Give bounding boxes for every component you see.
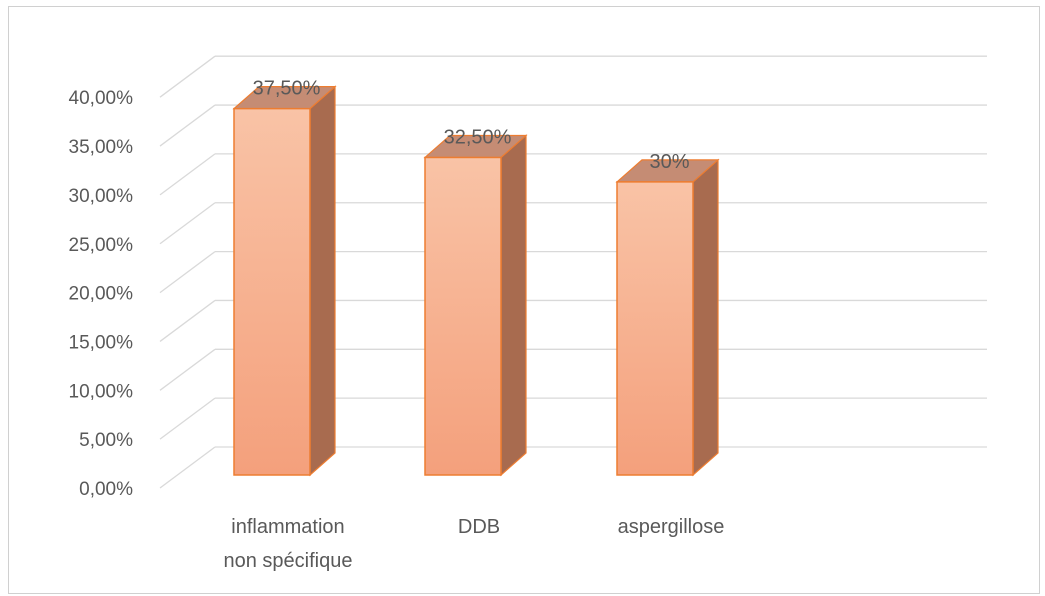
data-labels: 37,50% 32,50% 30% — [253, 78, 690, 173]
bar-side-face — [500, 134, 527, 477]
bar-front-face — [233, 107, 311, 476]
gridlines — [159, 55, 987, 489]
bars — [232, 85, 720, 477]
gridline-side — [159, 299, 216, 342]
gridline-side — [159, 348, 216, 391]
gridline-side — [159, 397, 216, 440]
x-axis-labels: inflammation non spécifique DDB aspergillos… — [224, 516, 725, 572]
y-axis-ticks: 0,00% 5,00% 10,00% 15,00% 20,00% 25,00% 30,00%… — [69, 88, 134, 500]
y-tick-label: 35,00% — [69, 137, 134, 158]
gridline-side — [159, 153, 216, 196]
bar-side-face — [309, 85, 336, 477]
y-tick-label: 40,00% — [69, 88, 134, 109]
y-tick-label: 5,00% — [79, 430, 133, 451]
category-label: aspergillose — [618, 516, 725, 538]
data-label: 30% — [649, 151, 689, 173]
y-tick-label: 10,00% — [69, 381, 134, 402]
bar-front-face — [616, 181, 694, 476]
category-label: DDB — [458, 516, 500, 538]
y-tick-label: 20,00% — [69, 284, 134, 305]
gridline-side — [159, 55, 216, 98]
data-label: 37,50% — [253, 78, 321, 100]
y-tick-label: 15,00% — [69, 332, 134, 353]
bar — [615, 158, 720, 477]
category-label: inflammation — [231, 516, 344, 538]
category-label: non spécifique — [224, 550, 353, 572]
gridline-side — [159, 446, 216, 489]
bar-front-face — [424, 156, 502, 476]
bar — [423, 134, 528, 477]
gridline-side — [159, 251, 216, 294]
y-tick-label: 25,00% — [69, 235, 134, 256]
y-tick-label: 0,00% — [79, 479, 133, 500]
gridline-side — [159, 104, 216, 147]
y-tick-label: 30,00% — [69, 186, 134, 207]
bar — [232, 85, 337, 477]
data-label: 32,50% — [444, 126, 512, 148]
gridline-side — [159, 202, 216, 245]
bar-side-face — [692, 158, 719, 477]
